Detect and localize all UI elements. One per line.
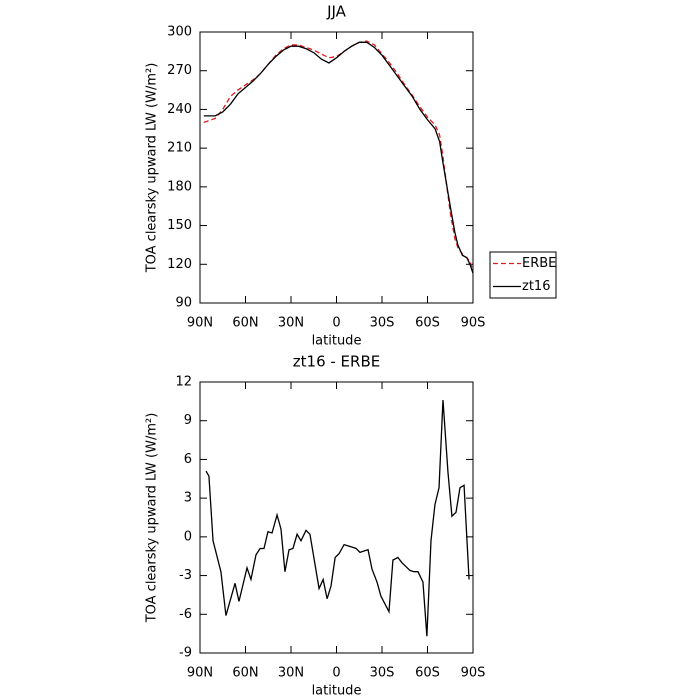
legend-box [489,251,557,299]
x-tick-label: 60N [232,316,258,331]
x-tick-label: 30S [370,666,395,681]
y-tick-label: -3 [179,568,192,583]
x-tick-label: 90N [187,666,213,681]
y-tick-label: -9 [179,646,192,661]
y-axis-label: TOA clearsky upward LW (W/m²) [145,413,160,624]
y-tick-label: 12 [175,375,192,390]
y-tick-label: -6 [179,607,192,622]
data-line [203,41,474,274]
y-axis-label: TOA clearsky upward LW (W/m²) [145,63,160,274]
y-tick-label: 180 [167,179,192,194]
x-tick-label: 30N [278,316,304,331]
legend-label: zt16 [522,279,550,294]
y-tick-label: 90 [175,296,192,311]
x-tick-label: 60S [415,316,440,331]
legend-label: ERBE [522,256,556,271]
chart-title: zt16 - ERBE [293,353,380,371]
y-tick-label: 6 [184,452,192,467]
x-tick-label: 60N [232,666,258,681]
y-tick-label: 3 [184,491,192,506]
y-tick-label: 9 [184,413,192,428]
x-tick-label: 90N [187,316,213,331]
data-line [203,40,474,271]
plot-frame [199,31,474,304]
data-line [205,400,470,637]
x-axis-label: latitude [312,334,362,349]
y-tick-label: 270 [167,63,192,78]
y-tick-label: 0 [184,529,192,544]
y-tick-label: 150 [167,218,192,233]
y-tick-label: 300 [167,25,192,40]
x-tick-label: 30N [278,666,304,681]
y-tick-label: 120 [167,257,192,272]
chart-title: JJA [326,3,347,21]
x-tick-label: 60S [415,666,440,681]
x-tick-label: 30S [370,316,395,331]
y-tick-label: 240 [167,102,192,117]
y-tick-label: 210 [167,141,192,156]
x-tick-label: 0 [332,666,340,681]
plot-frame [199,381,474,654]
x-axis-label: latitude [312,684,362,699]
x-tick-label: 0 [332,316,340,331]
x-tick-label: 90S [461,666,486,681]
x-tick-label: 90S [461,316,486,331]
